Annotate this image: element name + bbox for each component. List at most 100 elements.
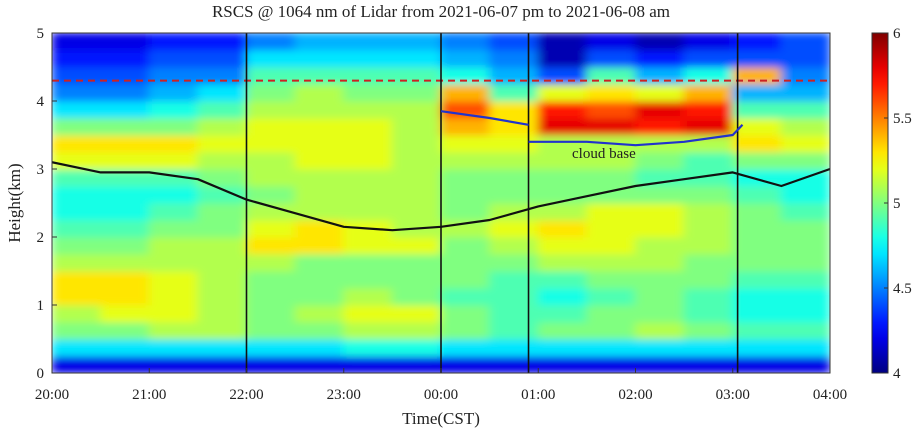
line-series bbox=[52, 161, 830, 232]
x-tick-label: 04:00 bbox=[813, 387, 847, 403]
heatmap-cell bbox=[489, 83, 539, 102]
heatmap-cell bbox=[440, 253, 491, 272]
y-axis-label: Height(km) bbox=[5, 163, 24, 242]
heatmap-cell bbox=[294, 49, 345, 68]
heatmap-cell bbox=[52, 236, 102, 255]
heatmap-cell bbox=[246, 168, 296, 187]
heatmap-cell bbox=[440, 219, 491, 238]
heatmap-cell bbox=[732, 270, 782, 289]
heatmap-cell bbox=[780, 83, 830, 102]
heatmap-cell bbox=[537, 83, 588, 102]
heatmap-cell bbox=[683, 185, 734, 204]
heatmap-cell bbox=[780, 236, 830, 255]
heatmap-cell bbox=[586, 253, 636, 272]
colorbar-tick-label: 4 bbox=[893, 366, 901, 382]
heatmap-cell bbox=[148, 338, 199, 357]
heatmap-cell bbox=[683, 100, 734, 119]
heatmap-cell bbox=[732, 151, 782, 170]
heatmap-cell bbox=[586, 185, 636, 204]
heatmap-cell bbox=[586, 49, 636, 68]
heatmap-cell bbox=[100, 100, 150, 119]
heatmap-cell bbox=[148, 66, 199, 85]
heatmap-cell bbox=[100, 338, 150, 357]
heatmap-cell bbox=[440, 338, 491, 357]
heatmap-cell bbox=[343, 168, 393, 187]
heatmap-cell bbox=[294, 321, 345, 340]
heatmap-cell bbox=[440, 100, 491, 119]
heatmap-cell bbox=[683, 83, 734, 102]
heatmap-cell bbox=[586, 219, 636, 238]
heatmap-cell bbox=[440, 83, 491, 102]
heatmap-cell bbox=[440, 33, 491, 51]
heatmap-cell bbox=[391, 355, 442, 373]
heatmap-cell bbox=[197, 33, 247, 51]
heatmap-cell bbox=[586, 321, 636, 340]
y-tick-label: 3 bbox=[37, 162, 45, 178]
heatmap-cell bbox=[246, 117, 296, 136]
heatmap-cell bbox=[197, 253, 247, 272]
heatmap-cell bbox=[391, 49, 442, 68]
heatmap-cell bbox=[100, 287, 150, 306]
heatmap-cell bbox=[246, 287, 296, 306]
heatmap-cell bbox=[732, 338, 782, 357]
annotation: cloud base bbox=[572, 146, 636, 162]
heatmap-cell bbox=[294, 83, 345, 102]
heatmap-cell bbox=[489, 219, 539, 238]
heatmap-cell bbox=[100, 134, 150, 153]
heatmap-cell bbox=[635, 117, 685, 136]
heatmap-cell bbox=[537, 236, 588, 255]
heatmap-cell bbox=[635, 321, 685, 340]
heatmap-cell bbox=[780, 151, 830, 170]
heatmap-cell bbox=[537, 33, 588, 51]
heatmap-cell bbox=[780, 287, 830, 306]
line-series bbox=[440, 110, 529, 126]
heatmap-cell bbox=[246, 33, 296, 51]
heatmap-cell bbox=[635, 83, 685, 102]
heatmap-cell bbox=[440, 66, 491, 85]
heatmap-cell bbox=[586, 33, 636, 51]
heatmap-cell bbox=[100, 270, 150, 289]
heatmap-cell bbox=[440, 304, 491, 323]
heatmap-cell bbox=[780, 304, 830, 323]
heatmap-cell bbox=[294, 168, 345, 187]
heatmap-cell bbox=[489, 321, 539, 340]
heatmap-cell bbox=[489, 253, 539, 272]
heatmap-cell bbox=[343, 33, 393, 51]
heatmap-cell bbox=[343, 355, 393, 373]
heatmap-cell bbox=[246, 236, 296, 255]
heatmap-cell bbox=[343, 304, 393, 323]
heatmap-cell bbox=[246, 304, 296, 323]
heatmap-cell bbox=[197, 219, 247, 238]
heatmap-cell bbox=[294, 33, 345, 51]
heatmap-cell bbox=[732, 185, 782, 204]
heatmap-cell bbox=[683, 321, 734, 340]
heatmap-cell bbox=[100, 49, 150, 68]
heatmap-cell bbox=[246, 49, 296, 68]
heatmap-cell bbox=[246, 253, 296, 272]
line-series bbox=[528, 124, 744, 147]
heatmap-cell bbox=[391, 134, 442, 153]
heatmap-cell bbox=[246, 202, 296, 221]
heatmap-cell bbox=[635, 66, 685, 85]
heatmap-cell bbox=[52, 270, 102, 289]
heatmap-cell bbox=[343, 134, 393, 153]
heatmap-cell bbox=[294, 236, 345, 255]
heatmap-cell bbox=[52, 253, 102, 272]
heatmap-cell bbox=[343, 270, 393, 289]
heatmap-cell bbox=[148, 117, 199, 136]
heatmap-cell bbox=[780, 66, 830, 85]
heatmap-cell bbox=[343, 185, 393, 204]
heatmap-cell bbox=[489, 49, 539, 68]
heatmap-cell bbox=[197, 185, 247, 204]
heatmap-cell bbox=[343, 202, 393, 221]
heatmap-cell bbox=[683, 151, 734, 170]
heatmap-cell bbox=[489, 100, 539, 119]
heatmap-cell bbox=[635, 219, 685, 238]
heatmap-cell bbox=[586, 304, 636, 323]
heatmap-cell bbox=[683, 117, 734, 136]
heatmap-cell bbox=[100, 66, 150, 85]
heatmap-cell bbox=[780, 321, 830, 340]
heatmap-cell bbox=[537, 49, 588, 68]
heatmap-cell bbox=[489, 185, 539, 204]
heatmap-cell bbox=[294, 66, 345, 85]
